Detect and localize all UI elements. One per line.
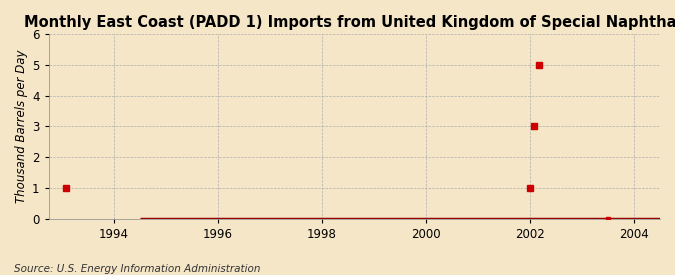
- Text: Source: U.S. Energy Information Administration: Source: U.S. Energy Information Administ…: [14, 264, 260, 274]
- Title: Monthly East Coast (PADD 1) Imports from United Kingdom of Special Naphthas: Monthly East Coast (PADD 1) Imports from…: [24, 15, 675, 30]
- Y-axis label: Thousand Barrels per Day: Thousand Barrels per Day: [15, 50, 28, 203]
